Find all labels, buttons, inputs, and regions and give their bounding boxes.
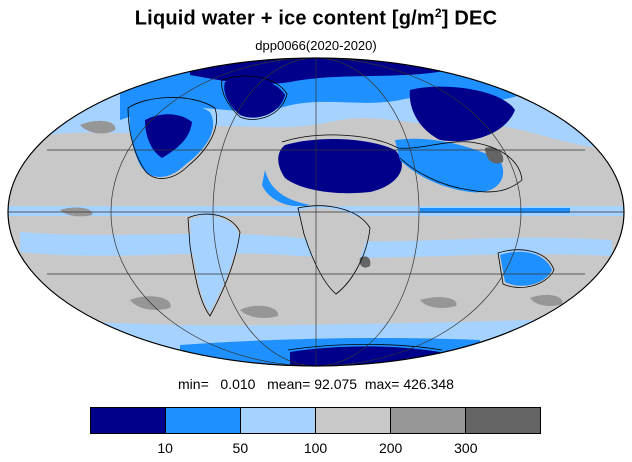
colorbar-tick-label: 50	[232, 440, 249, 456]
asia-mid	[395, 138, 504, 193]
colorbar-segment	[316, 408, 391, 433]
colorbar	[90, 407, 541, 434]
min-value: 0.010	[220, 376, 256, 392]
title-main: Liquid water + ice content [g/m	[134, 7, 435, 30]
plot-subtitle: dpp0066(2020-2020)	[255, 38, 377, 53]
colorbar-segment	[241, 408, 316, 433]
mean-value: 92.075	[314, 376, 358, 392]
north-america-dark	[145, 114, 192, 158]
max-label: max=	[364, 376, 400, 392]
title-end: ] DEC	[441, 7, 498, 30]
antarctica-dark	[290, 346, 440, 366]
colorbar-tick-label: 200	[378, 440, 403, 456]
title-superscript: 2	[434, 6, 442, 20]
south-america-land	[190, 216, 238, 312]
colorbar-tick-label: 300	[454, 440, 478, 456]
itcz-band-mid	[420, 208, 570, 213]
colorbar-segment	[391, 408, 466, 433]
patch-dark-1	[359, 256, 371, 268]
colorbar-tick-label: 100	[303, 440, 328, 456]
tibet-dark-grey	[485, 147, 504, 164]
patch-grey-3	[240, 305, 279, 318]
colorbar-segment	[466, 408, 540, 433]
colorbar-segment	[91, 408, 166, 433]
max-value: 426.348	[403, 376, 454, 392]
sahara-mid-ring	[262, 170, 310, 207]
australia-mid	[500, 251, 552, 286]
sahara-dark	[278, 138, 402, 194]
min-label: min=	[178, 376, 209, 392]
statistics-line: min= 0.010 mean= 92.075 max= 426.348	[0, 376, 632, 392]
patch-grey-1	[80, 120, 116, 134]
coastlines	[127, 75, 555, 351]
mean-label: mean=	[267, 376, 311, 392]
siberia-dark	[409, 86, 515, 142]
patch-grey-6	[420, 297, 457, 308]
colorbar-tick-label: 10	[157, 440, 173, 456]
colorbar-segment	[166, 408, 241, 433]
greenland-dark	[224, 78, 285, 118]
arctic-dark	[190, 58, 450, 85]
plot-title: Liquid water + ice content [g/m2] DEC	[0, 6, 632, 31]
patch-grey-5	[530, 294, 563, 306]
globe-outline	[7, 57, 625, 367]
africa-land	[300, 208, 368, 290]
